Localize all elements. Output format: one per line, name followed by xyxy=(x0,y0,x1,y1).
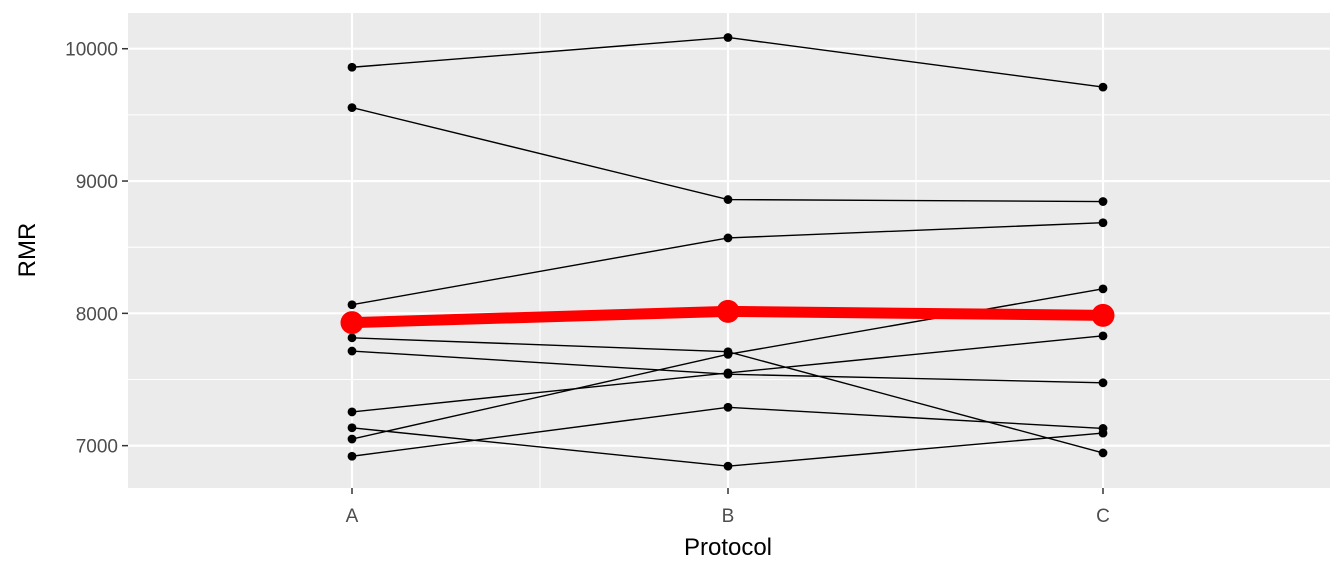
series-point xyxy=(347,407,357,417)
x-axis-title: Protocol xyxy=(684,534,772,561)
y-tick-label: 8000 xyxy=(76,304,118,325)
series-point xyxy=(1098,448,1108,458)
series-point xyxy=(347,346,357,356)
x-tick-label: A xyxy=(346,506,359,527)
series-point xyxy=(347,62,357,72)
x-tick-label: C xyxy=(1096,506,1110,527)
y-axis: 7000 8000 9000 10000 xyxy=(65,40,128,458)
mean-point xyxy=(716,299,740,323)
series-point xyxy=(347,300,357,310)
series-point xyxy=(1098,331,1108,341)
y-tick-label: 10000 xyxy=(65,40,118,61)
y-axis-title: RMR xyxy=(14,223,41,278)
series-point xyxy=(1098,218,1108,228)
series-point xyxy=(1098,424,1108,433)
series-point xyxy=(1098,378,1108,388)
mean-layer xyxy=(340,299,1115,335)
mean-point xyxy=(340,311,364,335)
series-point xyxy=(1098,82,1108,92)
series-point xyxy=(723,349,733,359)
x-axis: A B C xyxy=(346,488,1110,527)
x-tick-label: B xyxy=(722,506,735,527)
series-point xyxy=(723,233,733,243)
series-point xyxy=(347,434,357,444)
series-point xyxy=(347,423,357,433)
series-point xyxy=(1098,284,1108,294)
series-point xyxy=(723,195,733,204)
mean-point xyxy=(1091,303,1115,327)
y-tick-label: 7000 xyxy=(76,437,118,458)
series-point xyxy=(723,461,733,471)
y-tick-label: 9000 xyxy=(76,172,118,193)
series-point xyxy=(1098,197,1108,206)
series-point xyxy=(723,33,733,42)
series-point xyxy=(347,103,357,113)
series-point xyxy=(347,333,357,343)
series-point xyxy=(723,402,733,412)
series-point xyxy=(347,451,357,461)
series-point xyxy=(723,368,733,378)
